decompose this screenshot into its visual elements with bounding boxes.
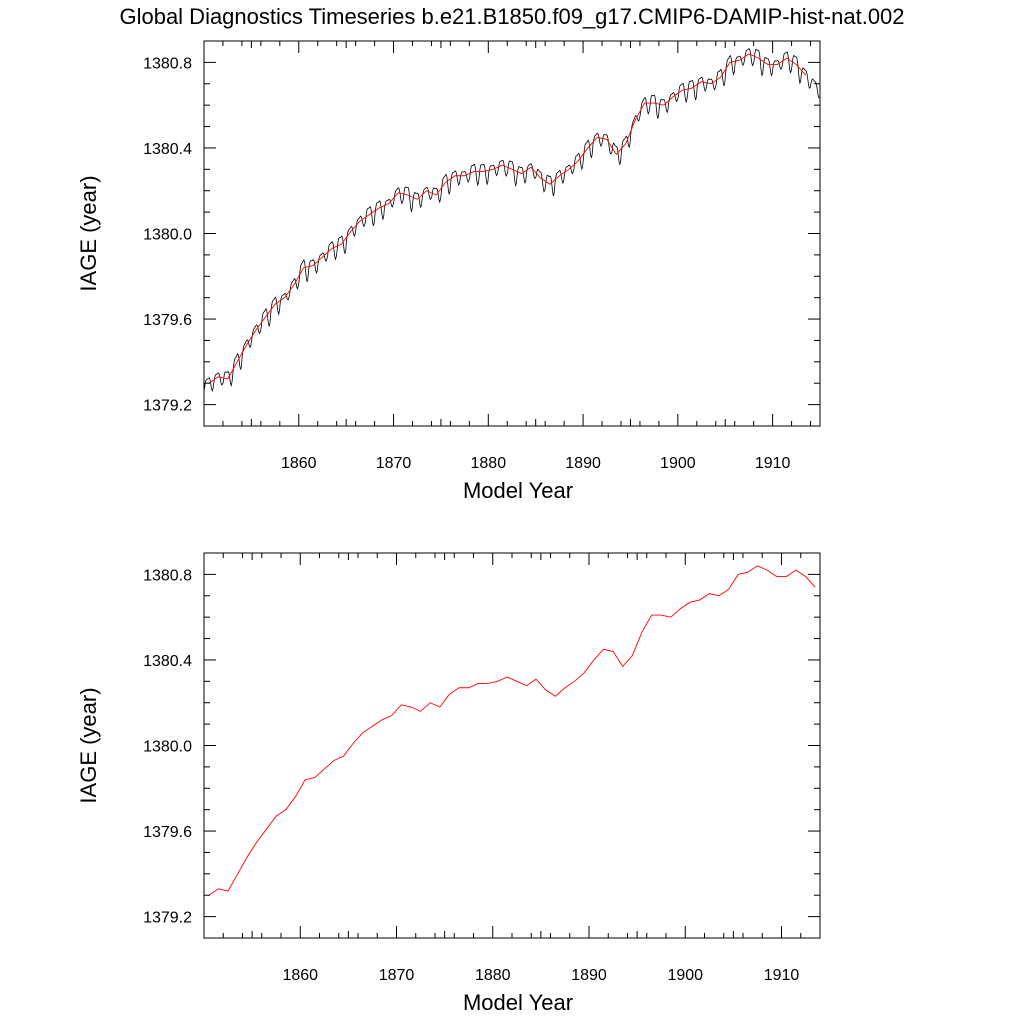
x-tick-label: 1870 bbox=[376, 455, 412, 472]
y-tick-label: 1380.0 bbox=[143, 739, 192, 756]
series-line-annual bbox=[208, 53, 807, 384]
x-tick-label: 1910 bbox=[755, 455, 791, 472]
plot-frame bbox=[203, 40, 821, 427]
x-tick-label: 1900 bbox=[660, 455, 696, 472]
x-tick-label: 1900 bbox=[667, 967, 703, 984]
plot-frame bbox=[203, 552, 821, 939]
x-tick-label: 1890 bbox=[571, 967, 607, 984]
y-tick-label: 1380.8 bbox=[143, 567, 192, 584]
bottom-panel: 1860 1870 1880 1890 1900 1910 1379.2 1379.6 1380… bbox=[76, 552, 821, 1015]
x-tick-label: 1880 bbox=[471, 455, 507, 472]
y-tick-label: 1380.8 bbox=[143, 55, 192, 72]
x-tick-label: 1890 bbox=[565, 455, 601, 472]
chart-title: Global Diagnostics Timeseries b.e21.B185… bbox=[119, 4, 904, 29]
y-axis-title: IAGE (year) bbox=[76, 687, 101, 803]
x-tick-label: 1870 bbox=[379, 967, 415, 984]
y-tick-label: 1380.4 bbox=[143, 141, 192, 158]
y-tick-label: 1380.4 bbox=[143, 653, 192, 670]
y-tick-label: 1380.0 bbox=[143, 227, 192, 244]
x-tick-label: 1860 bbox=[281, 455, 317, 472]
y-tick-label: 1379.6 bbox=[143, 312, 192, 329]
y-tick-label: 1379.2 bbox=[143, 910, 192, 927]
x-axis-title: Model Year bbox=[463, 990, 573, 1015]
series-line-annual bbox=[208, 565, 816, 896]
x-tick-label: 1910 bbox=[764, 967, 800, 984]
x-tick-label: 1860 bbox=[282, 967, 318, 984]
y-tick-label: 1379.2 bbox=[143, 398, 192, 415]
x-axis-title: Model Year bbox=[463, 478, 573, 503]
x-tick-label: 1880 bbox=[475, 967, 511, 984]
y-tick-label: 1379.6 bbox=[143, 824, 192, 841]
y-axis-title: IAGE (year) bbox=[76, 175, 101, 291]
series-line-monthly bbox=[204, 48, 820, 393]
top-panel: 1860 1870 1880 1890 1900 1910 1379.2 1379.6 1380… bbox=[76, 40, 821, 503]
